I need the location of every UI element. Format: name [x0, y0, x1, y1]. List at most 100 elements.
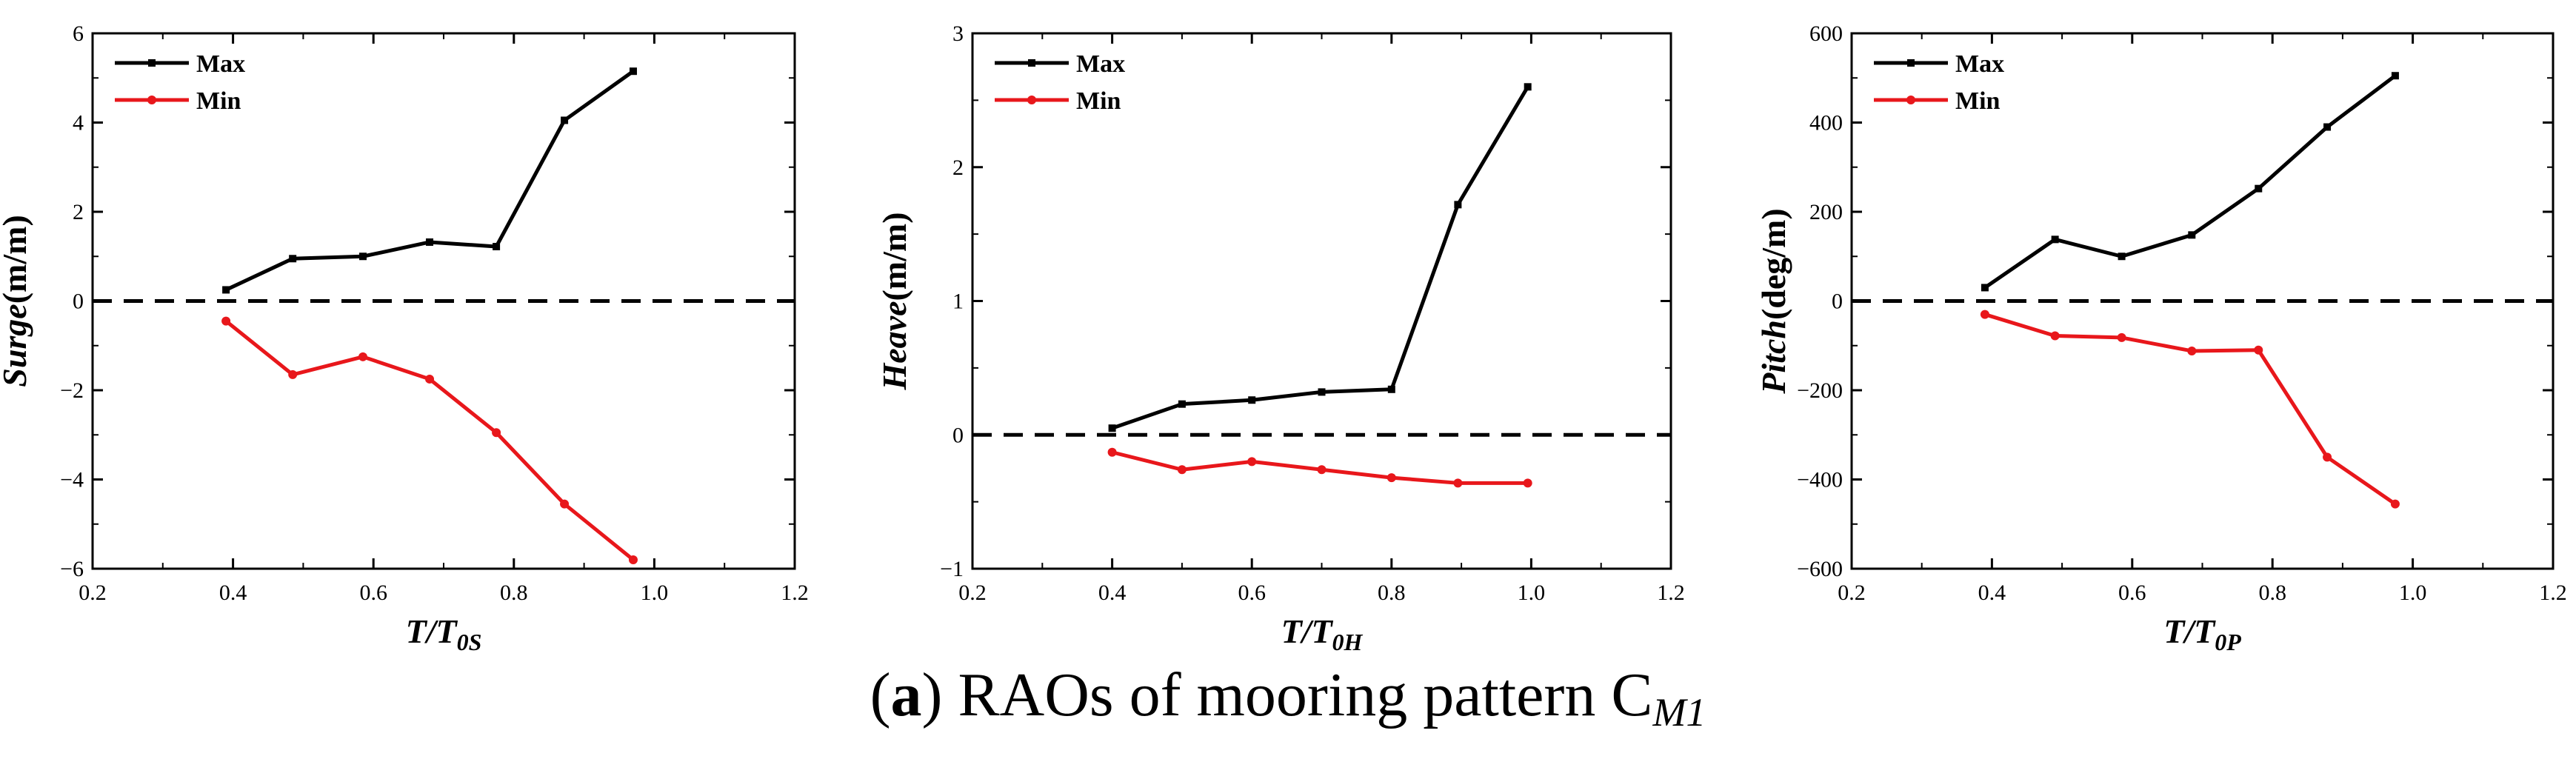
pitch-y-tick-label: −200 [1797, 378, 1843, 403]
heave-series-max-point [1454, 201, 1462, 209]
pitch-y-tick-label: 400 [1809, 111, 1843, 136]
pitch-series-max-line [1983, 74, 2397, 290]
pitch-series-min-point [2390, 499, 2400, 509]
heave-x-tick-label: 0.8 [1378, 581, 1406, 605]
heave-series-max-line [1111, 86, 1529, 430]
caption-subscript: M1 [1652, 690, 1706, 735]
heave-series-min-point [1317, 465, 1327, 475]
surge-chart: 0.2 0.4 0.6 0.8 1.0 1.2 −6 −4 −2 0 2 4 6 Max Min T/T0S S… [0, 21, 809, 655]
heave-series-max-point [1248, 396, 1256, 404]
surge-series-min-point [425, 374, 435, 384]
surge-series-max-point [358, 253, 367, 261]
pitch-series-max-point [2188, 231, 2196, 239]
surge-series-min-point [628, 555, 638, 564]
pitch-y-tick-label: 200 [1809, 200, 1843, 224]
pitch-y-tick-label: 0 [1832, 290, 1843, 314]
pitch-y-tick-label: 600 [1809, 21, 1843, 46]
heave-x-tick-label: 1.2 [1657, 581, 1685, 605]
surge-y-tick-label: −2 [60, 378, 84, 403]
legend-max-label: Max [1076, 50, 1125, 78]
heave-series-min-point [1177, 465, 1187, 475]
surge-y-axis-label: Surge(m/m) [0, 215, 33, 387]
pitch-y-tick-label: −400 [1797, 468, 1843, 492]
pitch-series-max-point [1981, 284, 1989, 292]
surge-y-tick-label: 0 [73, 290, 84, 314]
legend-min-label: Min [1955, 87, 2001, 115]
pitch-series-max-point [2323, 123, 2332, 131]
surge-series-max-point [629, 67, 637, 76]
surge-y-tick-label: 4 [73, 111, 84, 136]
heave-x-tick-label: 0.4 [1098, 581, 1127, 605]
legend-max-label: Max [196, 50, 245, 78]
pitch-series-min-line [1984, 312, 2397, 506]
pitch-series-min-point [2254, 345, 2263, 355]
heave-x-axis-label: T/T0H [1281, 612, 1364, 655]
heave-series-max-point [1318, 388, 1326, 396]
pitch-series-max-point [2118, 253, 2126, 261]
surge-series-min-point [560, 499, 570, 509]
pitch-y-tick-label: −600 [1797, 557, 1843, 581]
heave-y-tick-label: 0 [952, 423, 964, 447]
caption-text: RAOs of mooring pattern C [942, 661, 1653, 729]
surge-series-max-point [426, 238, 434, 246]
heave-series-max-point [1524, 83, 1532, 91]
surge-series-max-point [561, 116, 569, 124]
surge-series-max-point [222, 286, 230, 294]
surge-series-min-line [224, 319, 635, 561]
surge-x-tick-label: 1.0 [641, 581, 669, 605]
pitch-series-min-point [2187, 346, 2197, 355]
surge-x-tick-label: 0.4 [219, 581, 247, 605]
surge-y-tick-label: 6 [73, 21, 84, 46]
surge-series-max-point [493, 242, 501, 250]
pitch-series-min-point [2050, 331, 2060, 341]
heave-series-min-point [1523, 478, 1532, 488]
pitch-x-tick-label: 0.6 [2118, 581, 2146, 605]
pitch-series-min-point [1980, 310, 1989, 319]
surge-x-axis-label: T/T0S [406, 612, 482, 655]
heave-y-tick-label: 1 [952, 290, 964, 314]
heave-series-max-point [1178, 400, 1186, 408]
heave-series-min-point [1107, 447, 1117, 457]
surge-y-tick-label: −4 [60, 468, 84, 492]
surge-series-min-point [358, 352, 367, 361]
pitch-x-tick-label: 0.8 [2258, 581, 2286, 605]
heave-x-tick-label: 0.6 [1238, 581, 1266, 605]
legend-min-marker [147, 96, 156, 104]
heave-x-tick-label: 0.2 [958, 581, 987, 605]
surge-series-max-point [289, 255, 297, 263]
heave-x-tick-label: 1.0 [1518, 581, 1546, 605]
legend-max-marker [1907, 59, 1915, 67]
pitch-x-tick-label: 0.4 [1978, 581, 2006, 605]
pitch-series-max-point [2391, 72, 2399, 80]
legend-min-label: Min [1076, 87, 1121, 115]
surge-x-tick-label: 0.8 [500, 581, 528, 605]
heave-series-min-point [1247, 457, 1257, 467]
legend-max-marker [148, 59, 156, 67]
surge-y-tick-label: −6 [60, 557, 84, 581]
legend-max-label: Max [1955, 50, 2004, 78]
pitch-y-axis-label: Pitch(deg/m) [1755, 208, 1792, 394]
heave-y-tick-label: 2 [952, 156, 964, 180]
surge-y-tick-label: 2 [73, 200, 84, 224]
heave-series-min-point [1387, 473, 1396, 483]
heave-series-min-point [1453, 478, 1463, 488]
pitch-series-max-point [2051, 235, 2059, 244]
pitch-series-max-point [2255, 184, 2263, 193]
pitch-x-tick-label: 1.0 [2399, 581, 2427, 605]
surge-x-tick-label: 1.2 [781, 581, 809, 605]
surge-series-min-point [221, 316, 231, 326]
pitch-series-min-point [2323, 452, 2332, 462]
surge-x-tick-label: 0.2 [79, 581, 107, 605]
surge-series-min-point [288, 370, 298, 379]
figure-caption: (a) RAOs of mooring pattern CM1 [870, 661, 1706, 735]
pitch-x-tick-label: 1.2 [2539, 581, 2567, 605]
legend-min-marker [1027, 96, 1036, 104]
heave-y-axis-label: Heave(m/m) [875, 212, 913, 390]
pitch-x-axis-label: T/T0P [2163, 612, 2241, 655]
heave-y-tick-label: −1 [940, 557, 964, 581]
legend-max-marker [1028, 59, 1035, 67]
legend-min-label: Min [196, 87, 241, 115]
surge-series-max-line [225, 70, 635, 292]
pitch-series-min-point [2117, 332, 2126, 342]
